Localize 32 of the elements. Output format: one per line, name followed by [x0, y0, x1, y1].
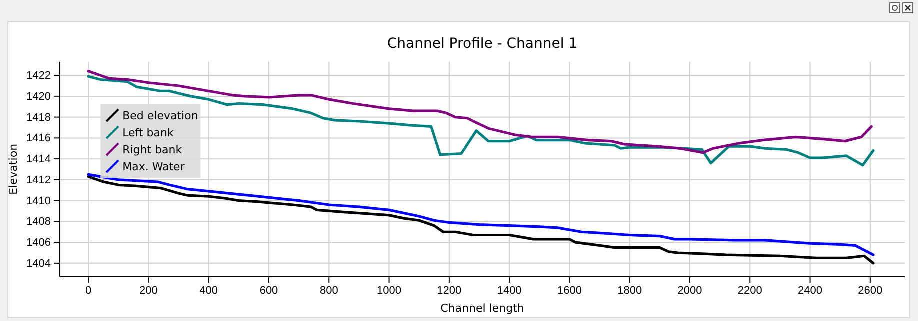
y-tick-label: 1418 [26, 112, 51, 124]
y-tick-label: 1420 [26, 90, 51, 103]
x-axis-title: Channel length [440, 302, 524, 315]
y-tick-label: 1412 [26, 174, 51, 186]
chart-title: Channel Profile - Channel 1 [387, 36, 578, 52]
legend-label: Left bank [122, 126, 174, 140]
x-tick-label: 600 [260, 284, 278, 297]
y-tick-label: 1408 [26, 216, 51, 228]
x-tick-label: 2000 [678, 284, 702, 297]
x-tick-label: 800 [320, 284, 338, 297]
x-tick-label: 0 [86, 284, 92, 297]
legend-label: Bed elevation [122, 110, 198, 122]
x-tick-label: 1600 [557, 284, 582, 297]
x-tick-label: 1200 [437, 284, 462, 297]
y-tick-label: 1414 [26, 154, 51, 166]
x-tick-label: 1400 [497, 284, 522, 297]
y-tick-label: 1404 [26, 258, 51, 270]
x-tick-label: 2200 [738, 284, 762, 297]
y-tick-label: 1406 [26, 237, 51, 250]
x-tick-label: 200 [140, 284, 158, 297]
y-tick-label: 1410 [26, 195, 51, 208]
legend-label: Max. Water [122, 160, 186, 174]
x-tick-label: 1800 [618, 284, 642, 297]
x-tick-label: 400 [200, 284, 218, 297]
line-series [87, 70, 873, 154]
x-tick-label: 1000 [377, 284, 402, 297]
legend-label: Right bank [122, 144, 183, 156]
y-tick-label: 1416 [26, 132, 51, 145]
y-tick-label: 1422 [26, 70, 51, 82]
y-axis-title: Elevation [7, 144, 20, 196]
x-tick-label: 2600 [858, 284, 883, 297]
x-tick-label: 2400 [798, 284, 823, 297]
